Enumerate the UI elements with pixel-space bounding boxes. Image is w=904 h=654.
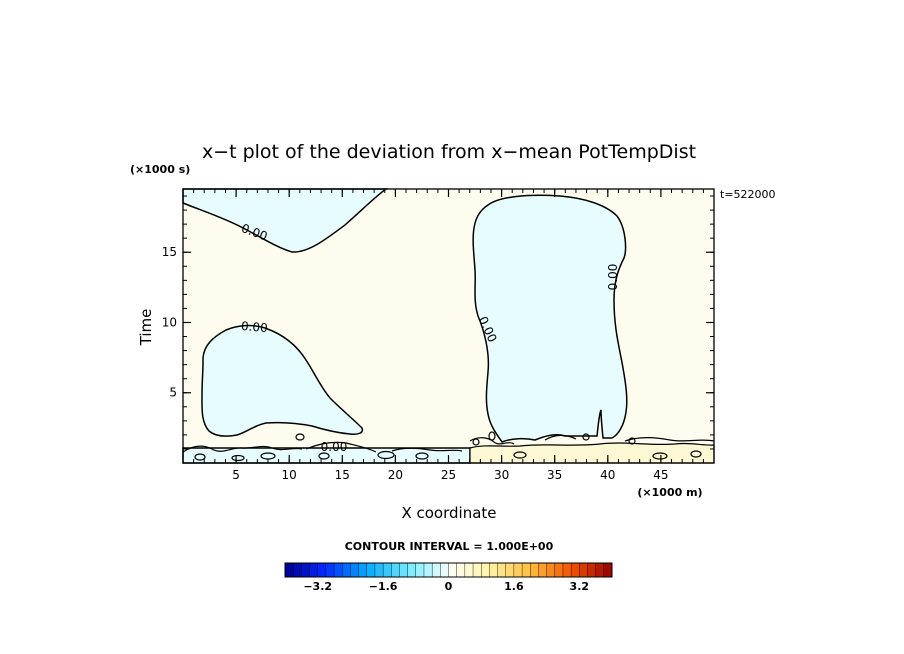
colorbar-swatch (530, 562, 539, 578)
x-tick-label: 5 (232, 468, 240, 482)
colorbar-swatch (570, 562, 580, 578)
negative-region-left-blob (201, 324, 364, 437)
contour-label-5: 0.00 (321, 440, 348, 454)
colorbar: −3.2 −1.6 0 1.6 3.2 (284, 562, 613, 593)
colorbar-swatch (595, 562, 605, 578)
colorbar-swatch (538, 562, 548, 578)
colorbar-swatch (374, 562, 384, 578)
colorbar-swatch (423, 562, 433, 578)
noise-contour-7 (194, 453, 206, 461)
colorbar-swatch (456, 562, 466, 578)
noise-contour-2 (305, 441, 377, 453)
colorbar-swatch (284, 562, 294, 578)
colorbar-swatch (391, 562, 400, 578)
negative-region-right-column (472, 194, 628, 443)
colorbar-tick-label: 3.2 (570, 580, 590, 593)
y-tick-label: 5 (169, 386, 177, 400)
colorbar-tick-label: −1.6 (369, 580, 398, 593)
noise-contours (182, 431, 715, 462)
colorbar-swatch (521, 562, 531, 578)
colorbar-swatch (317, 562, 327, 578)
x-tick-label: 35 (547, 468, 562, 482)
colorbar-swatch (415, 562, 425, 578)
colorbar-swatch (513, 562, 523, 578)
colorbar-swatch (431, 562, 441, 578)
noise-contour-4 (469, 437, 515, 445)
noise-contour-18 (628, 437, 636, 445)
colorbar-swatch (440, 562, 450, 578)
colorbar-swatch (562, 562, 572, 578)
noise-contour-6 (624, 436, 715, 442)
x-tick-label: 10 (282, 468, 297, 482)
colorbar-tick-label: −3.2 (303, 580, 332, 593)
colorbar-swatch (472, 562, 482, 578)
noise-contour-8 (231, 454, 245, 462)
colorbar-swatch (489, 562, 499, 578)
x-tick-label: 20 (388, 468, 403, 482)
noise-contour-12 (377, 450, 395, 460)
colorbar-swatch (448, 562, 458, 578)
noise-contour-14 (472, 438, 480, 446)
y-unit-label: (×1000 s) (130, 163, 190, 176)
noise-contour-11 (318, 452, 330, 460)
colorbar-swatch (497, 562, 507, 578)
colorbar-swatch (546, 562, 556, 578)
chart-title: x−t plot of the deviation from x−mean Po… (202, 141, 696, 163)
colorbar-swatch (464, 562, 474, 578)
noise-contour-3 (391, 447, 463, 452)
colorbar-tick-label: 0 (445, 580, 453, 593)
near-zero-band-right (469, 442, 715, 464)
axis-ticks: 5 10 15 20 25 30 35 40 45 5 10 15 (162, 189, 715, 482)
noise-contour-20 (690, 450, 702, 458)
x-tick-label: 25 (441, 468, 456, 482)
colorbar-swatch (399, 562, 409, 578)
negative-region-top-left (182, 188, 389, 253)
colorbar-swatch (350, 562, 360, 578)
noise-contour-16 (513, 451, 527, 459)
y-tick-label: 10 (162, 315, 177, 329)
noise-contour-13 (415, 452, 429, 460)
colorbar-swatch (366, 562, 376, 578)
contour-label-2: 0.00 (240, 319, 268, 335)
y-axis-label: Time (137, 309, 155, 347)
noise-contour-1 (182, 445, 303, 453)
colorbar-swatch (407, 562, 417, 578)
colorbar-tick-label: 1.6 (504, 580, 524, 593)
colorbar-swatch (481, 562, 490, 578)
colorbar-swatch (342, 562, 351, 578)
y-tick-label: 15 (162, 245, 177, 259)
colorbar-swatch (587, 562, 597, 578)
x-unit-label: (×1000 m) (637, 486, 702, 499)
noise-contour-5 (544, 434, 577, 441)
colorbar-swatch (309, 562, 319, 578)
noise-contour-19 (652, 452, 668, 460)
colorbar-swatch (382, 562, 392, 578)
colorbar-swatch (301, 562, 311, 578)
x-tick-label: 30 (494, 468, 509, 482)
colorbar-swatch (505, 562, 515, 578)
noise-contour-10 (295, 433, 305, 441)
x-tick-label: 40 (600, 468, 615, 482)
contour-interval-text: CONTOUR INTERVAL = 1.000E+00 (345, 540, 554, 553)
colorbar-swatch (579, 562, 588, 578)
plot-area: 0.00 0.00 0.00 0.00 0.00 5 10 15 20 25 30 35 40… (162, 188, 715, 482)
colorbar-frame (284, 562, 613, 578)
x-tick-label: 15 (335, 468, 350, 482)
colorbar-swatch (358, 562, 368, 578)
colorbar-swatch (554, 562, 564, 578)
noise-contour-17 (582, 433, 590, 441)
noise-contour-15 (488, 431, 496, 441)
contour-label-4: 0.00 (606, 264, 620, 291)
colorbar-swatch (333, 562, 343, 578)
x-axis-label: X coordinate (401, 504, 496, 522)
x-tick-label: 45 (653, 468, 668, 482)
colorbar-swatch (603, 562, 613, 578)
colorbar-swatch (292, 562, 302, 578)
colorbar-swatch (325, 562, 335, 578)
time-stamp: t=522000 (720, 188, 776, 201)
